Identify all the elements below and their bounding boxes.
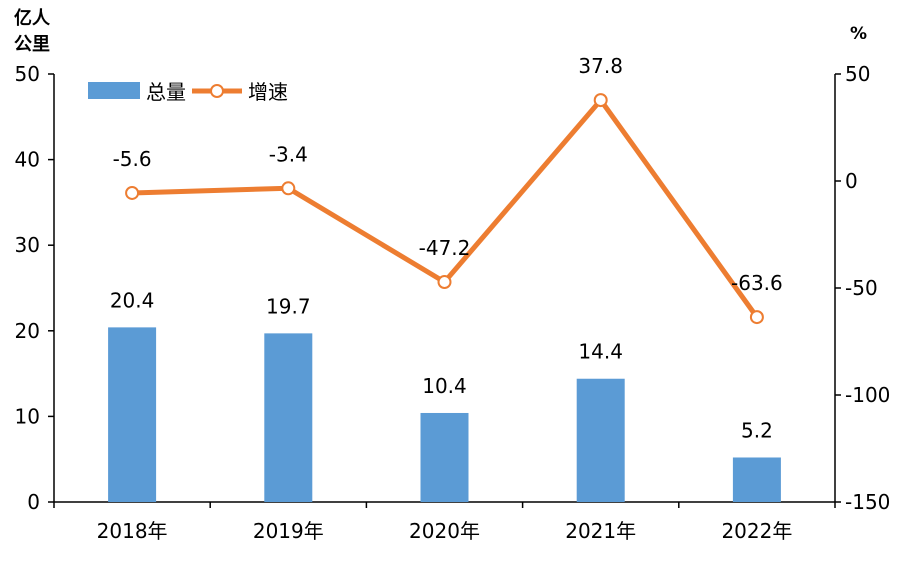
x-tick-label: 2020年 <box>409 519 480 543</box>
x-tick-label: 2018年 <box>97 519 168 543</box>
bar <box>108 327 157 502</box>
legend: 总量 增速 <box>88 76 294 105</box>
growth-point <box>437 275 452 290</box>
right-tick-label: -50 <box>845 276 878 300</box>
legend-swatch-bar <box>88 82 140 99</box>
left-tick-label: 30 <box>15 233 40 257</box>
bar-data-label: 10.4 <box>422 374 467 398</box>
growth-data-label: -63.6 <box>731 271 783 295</box>
left-axis-label-line1: 亿人 <box>14 8 50 29</box>
bar-data-label: 14.4 <box>578 340 623 364</box>
growth-point <box>125 185 140 200</box>
bar-data-label: 19.7 <box>266 294 311 318</box>
right-axis-label: % <box>850 24 868 44</box>
bar <box>264 333 313 502</box>
right-tick-label: -100 <box>845 383 890 407</box>
right-tick-label: 50 <box>845 62 870 86</box>
legend-label-growth: 增速 <box>248 80 288 104</box>
x-tick-label: 2022年 <box>721 519 792 543</box>
left-axis-label: 亿人 公里 <box>14 6 50 58</box>
bar <box>576 378 625 502</box>
growth-data-label: 37.8 <box>578 54 623 78</box>
left-tick-label: 50 <box>15 62 40 86</box>
legend-swatch-line <box>192 83 242 98</box>
growth-point <box>749 310 764 325</box>
growth-point <box>593 93 608 108</box>
legend-label-total: 总量 <box>146 80 186 104</box>
legend-item-growth: 增速 <box>192 76 288 105</box>
growth-data-label: -47.2 <box>419 236 471 260</box>
right-tick-label: 0 <box>845 169 858 193</box>
x-tick-label: 2021年 <box>565 519 636 543</box>
left-tick-label: 10 <box>15 404 40 428</box>
bar <box>420 412 469 502</box>
x-tick-label: 2019年 <box>253 519 324 543</box>
bar <box>732 457 781 502</box>
left-tick-label: 20 <box>15 319 40 343</box>
growth-point <box>281 181 296 196</box>
bar-data-label: 5.2 <box>741 418 773 442</box>
growth-data-label: -3.4 <box>269 142 308 166</box>
growth-data-label: -5.6 <box>113 147 152 171</box>
left-tick-label: 0 <box>27 490 40 514</box>
left-tick-label: 40 <box>15 148 40 172</box>
legend-item-total: 总量 <box>88 76 186 105</box>
right-tick-label: -150 <box>845 490 890 514</box>
left-axis-label-line2: 公里 <box>14 34 50 55</box>
bar-data-label: 20.4 <box>110 288 155 312</box>
